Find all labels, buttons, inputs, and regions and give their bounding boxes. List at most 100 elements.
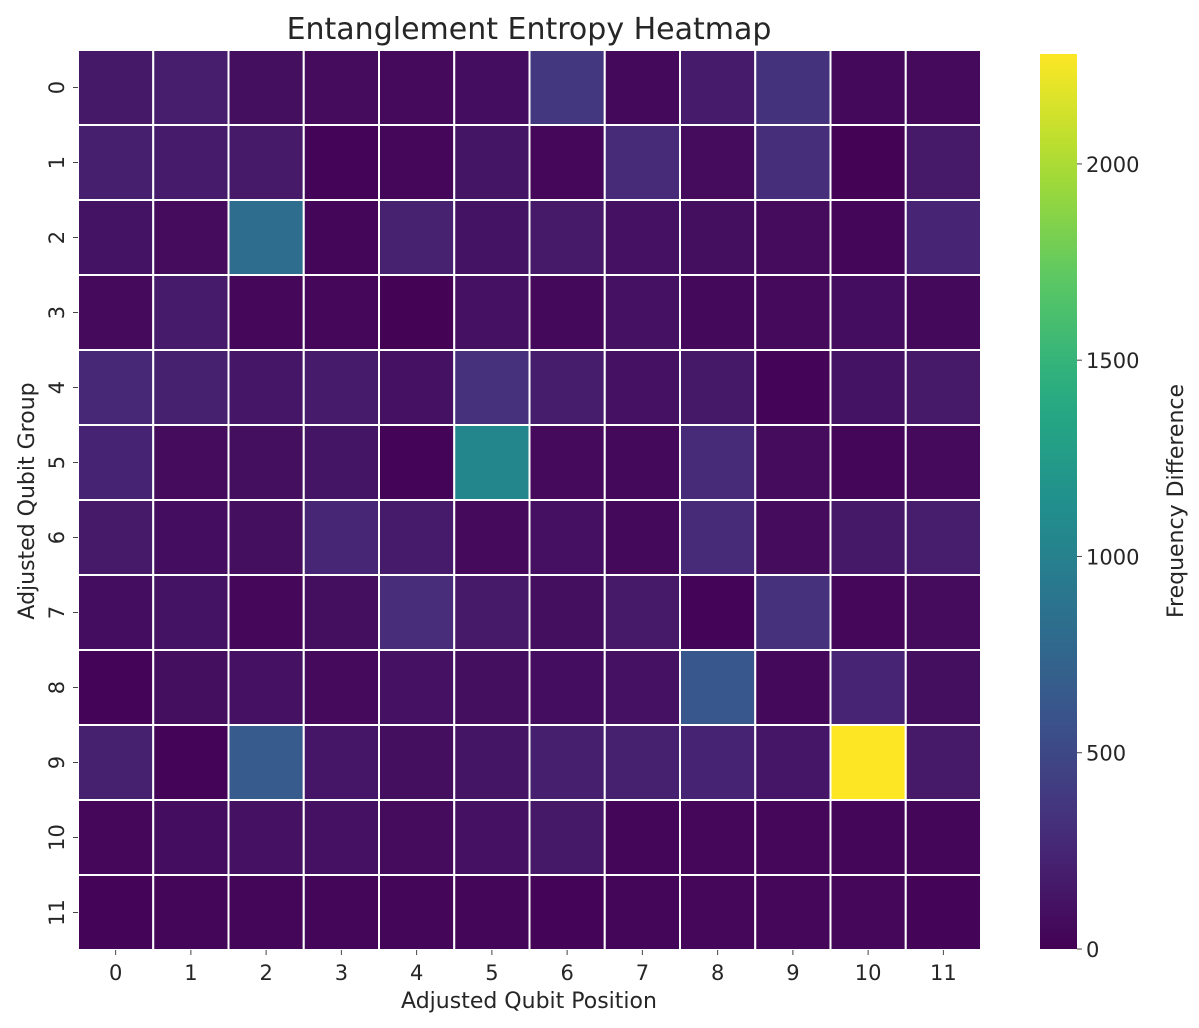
heatmap-cell bbox=[77, 499, 155, 576]
heatmap-cell bbox=[829, 199, 907, 276]
x-tick-label: 4 bbox=[410, 961, 423, 985]
y-tick-label: 10 bbox=[45, 824, 69, 851]
heatmap-cell bbox=[302, 649, 380, 726]
heatmap-cell bbox=[904, 649, 982, 726]
heatmap-cell bbox=[829, 349, 907, 426]
y-tick-label: 1 bbox=[45, 156, 69, 169]
heatmap-cell bbox=[227, 649, 305, 726]
x-axis-label: Adjusted Qubit Position bbox=[401, 989, 657, 1014]
heatmap-cell bbox=[227, 874, 305, 951]
heatmap-cell bbox=[77, 124, 155, 201]
heatmap-cell bbox=[152, 499, 230, 576]
heatmap-cell bbox=[603, 349, 681, 426]
heatmap-cell bbox=[754, 124, 832, 201]
heatmap-cell bbox=[378, 349, 456, 426]
heatmap-cell bbox=[227, 724, 305, 801]
y-axis-label: Adjusted Qubit Group bbox=[15, 382, 40, 619]
heatmap-cell bbox=[754, 874, 832, 951]
heatmap-cell bbox=[679, 649, 757, 726]
heatmap-cell bbox=[302, 274, 380, 351]
heatmap-cell bbox=[679, 574, 757, 651]
heatmap-cell bbox=[152, 124, 230, 201]
heatmap-cell bbox=[829, 274, 907, 351]
heatmap-cell bbox=[378, 799, 456, 876]
heatmap-cell bbox=[754, 649, 832, 726]
heatmap-cell bbox=[453, 199, 531, 276]
heatmap-cell bbox=[904, 724, 982, 801]
heatmap-cell bbox=[528, 124, 606, 201]
heatmap-cell bbox=[378, 199, 456, 276]
x-tick-label: 2 bbox=[259, 961, 272, 985]
heatmap-cell bbox=[453, 874, 531, 951]
heatmap-cell bbox=[679, 49, 757, 126]
heatmap-cell bbox=[829, 799, 907, 876]
heatmap-cell bbox=[754, 724, 832, 801]
heatmap-cell bbox=[679, 274, 757, 351]
heatmap-cell bbox=[77, 649, 155, 726]
heatmap-cell bbox=[528, 274, 606, 351]
heatmap-cell bbox=[904, 874, 982, 951]
heatmap-cell bbox=[227, 799, 305, 876]
heatmap-cell bbox=[528, 424, 606, 501]
heatmap-cell bbox=[378, 649, 456, 726]
heatmap-cell bbox=[378, 574, 456, 651]
heatmap-cell bbox=[227, 274, 305, 351]
heatmap-cell bbox=[829, 499, 907, 576]
x-tick-label: 6 bbox=[560, 961, 573, 985]
heatmap-cell bbox=[453, 124, 531, 201]
heatmap-cell bbox=[302, 124, 380, 201]
y-tick-label: 0 bbox=[45, 81, 69, 94]
x-tick-label: 3 bbox=[335, 961, 348, 985]
heatmap-cell bbox=[904, 499, 982, 576]
x-tick-label: 8 bbox=[711, 961, 724, 985]
heatmap-cell bbox=[77, 799, 155, 876]
heatmap-cell bbox=[603, 274, 681, 351]
heatmap-cell bbox=[679, 124, 757, 201]
heatmap-cell bbox=[152, 649, 230, 726]
heatmap-cell bbox=[302, 199, 380, 276]
heatmap-cell bbox=[302, 424, 380, 501]
heatmap-cell bbox=[603, 799, 681, 876]
heatmap-cell bbox=[528, 199, 606, 276]
heatmap-cell bbox=[302, 799, 380, 876]
heatmap-cell bbox=[77, 724, 155, 801]
heatmap-cell bbox=[378, 124, 456, 201]
heatmap-cell bbox=[302, 874, 380, 951]
heatmap-cell bbox=[528, 499, 606, 576]
heatmap-cell bbox=[453, 649, 531, 726]
heatmap-cell bbox=[754, 274, 832, 351]
colorbar-tick-label: 2000 bbox=[1086, 153, 1139, 177]
heatmap-cell bbox=[227, 49, 305, 126]
heatmap-cell bbox=[904, 424, 982, 501]
heatmap-cell bbox=[302, 724, 380, 801]
heatmap-cell bbox=[603, 424, 681, 501]
colorbar-tick-label: 500 bbox=[1086, 742, 1126, 766]
heatmap-cell bbox=[829, 124, 907, 201]
heatmap-cell bbox=[603, 124, 681, 201]
colorbar-ticks: 0 500 1000 1500 2000 bbox=[1077, 153, 1139, 962]
heatmap-cell bbox=[378, 49, 456, 126]
heatmap-cell bbox=[528, 724, 606, 801]
heatmap-cell bbox=[754, 799, 832, 876]
heatmap-cell bbox=[528, 49, 606, 126]
heatmap-cell bbox=[152, 199, 230, 276]
heatmap-cell bbox=[829, 724, 907, 801]
heatmap-cell bbox=[302, 49, 380, 126]
heatmap-cell bbox=[453, 799, 531, 876]
heatmap-cell bbox=[528, 874, 606, 951]
y-tick-label: 8 bbox=[45, 681, 69, 694]
heatmap-cell bbox=[378, 274, 456, 351]
heatmap-cell bbox=[453, 574, 531, 651]
y-tick-label: 11 bbox=[45, 899, 69, 926]
heatmap-cell bbox=[904, 574, 982, 651]
heatmap-cell bbox=[829, 649, 907, 726]
y-tick-label: 6 bbox=[45, 531, 69, 544]
heatmap-cell bbox=[829, 574, 907, 651]
heatmap-cell bbox=[378, 424, 456, 501]
colorbar-tick-label: 1500 bbox=[1086, 349, 1139, 373]
heatmap-cell bbox=[603, 49, 681, 126]
heatmap-cell bbox=[453, 424, 531, 501]
x-tick-labels: 0 1 2 3 4 5 6 7 8 9 10 11 bbox=[109, 950, 957, 985]
heatmap-cell bbox=[754, 349, 832, 426]
heatmap-cell bbox=[227, 124, 305, 201]
